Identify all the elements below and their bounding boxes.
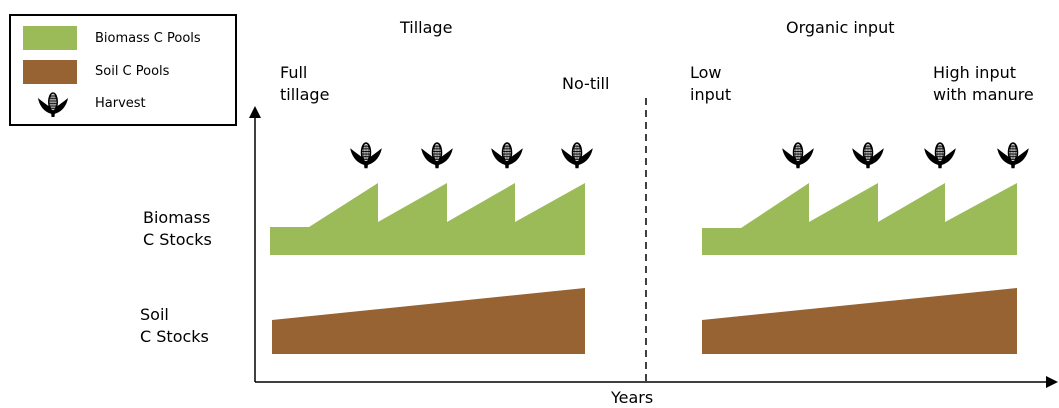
corn-icon xyxy=(421,142,453,169)
full-tillage-label: Full tillage xyxy=(280,63,330,104)
legend-label-biomass: Biomass C Pools xyxy=(95,31,201,46)
organic-title: Organic input xyxy=(786,18,895,37)
tillage-soil-shape xyxy=(272,288,585,354)
corn-icon xyxy=(38,92,68,117)
x-axis-label: Years xyxy=(611,388,654,407)
biomass-row-label: Biomass C Stocks xyxy=(143,208,212,249)
legend-label-soil: Soil C Pools xyxy=(95,64,170,79)
corn-icon xyxy=(997,142,1029,169)
soil-row-label: Soil C Stocks xyxy=(140,305,209,346)
corn-icon xyxy=(350,142,382,169)
legend-swatch-soil xyxy=(23,60,77,84)
tillage-biomass-shape xyxy=(270,183,585,255)
high-input-label: High input with manure xyxy=(933,63,1034,104)
corn-icon xyxy=(782,142,814,169)
low-input-label: Low input xyxy=(690,63,732,104)
corn-icon xyxy=(924,142,956,169)
corn-icon xyxy=(561,142,593,169)
tillage-title: Tillage xyxy=(400,18,453,37)
legend-swatch-biomass xyxy=(23,26,77,50)
corn-icon xyxy=(852,142,884,169)
no-till-label: No-till xyxy=(562,74,610,93)
organic-biomass-shape xyxy=(702,183,1017,255)
legend-label-harvest: Harvest xyxy=(95,96,146,111)
corn-icon xyxy=(491,142,523,169)
organic-soil-shape xyxy=(702,288,1017,354)
legend: Biomass C Pools Soil C Pools Harvest xyxy=(9,14,237,126)
